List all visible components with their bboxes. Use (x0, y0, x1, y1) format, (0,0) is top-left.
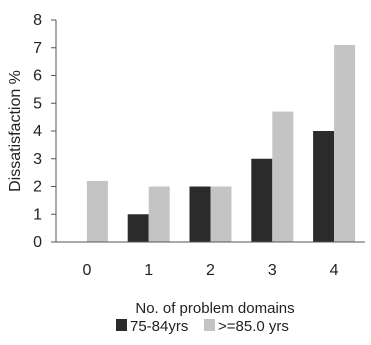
bar-series-2-3 (272, 111, 294, 242)
bar-series-2-2 (210, 186, 232, 242)
legend: 75-84yrs >=85.0 yrs (116, 318, 289, 335)
bar-series-1-3 (251, 158, 273, 242)
y-tick-label: 6 (33, 68, 42, 85)
y-tick-label: 1 (33, 206, 42, 223)
x-axis-ticks: 0 1 2 3 4 (82, 262, 338, 279)
x-tick-label: 3 (268, 262, 277, 279)
legend-swatch (116, 319, 127, 331)
x-tick-label: 2 (206, 262, 215, 279)
y-tick-label: 2 (33, 179, 42, 196)
y-tick-label: 0 (33, 234, 42, 251)
y-axis-label: Dissatisfaction % (7, 70, 24, 192)
bar-series-2-0 (86, 180, 108, 242)
bar-series-2-1 (148, 186, 170, 242)
legend-label: 75-84yrs (130, 318, 188, 335)
bar-series-1-4 (313, 131, 335, 242)
bar-series-1-1 (127, 214, 149, 242)
y-tick-label: 3 (33, 151, 42, 168)
bar-series-1-2 (189, 186, 211, 242)
y-tick-label: 8 (33, 12, 42, 29)
x-tick-label: 0 (82, 262, 91, 279)
x-tick-label: 1 (144, 262, 153, 279)
legend-label: >=85.0 yrs (218, 318, 289, 335)
x-tick-label: 4 (330, 262, 339, 279)
y-tick-label: 5 (33, 95, 42, 112)
y-axis-ticks: 0 1 2 3 4 5 6 7 8 (33, 12, 56, 251)
y-tick-label: 7 (33, 40, 42, 57)
legend-swatch (204, 319, 215, 331)
x-axis-label: No. of problem domains (135, 300, 294, 317)
bar-group (86, 44, 356, 242)
y-tick-label: 4 (33, 123, 42, 140)
bar-series-2-4 (334, 44, 356, 242)
